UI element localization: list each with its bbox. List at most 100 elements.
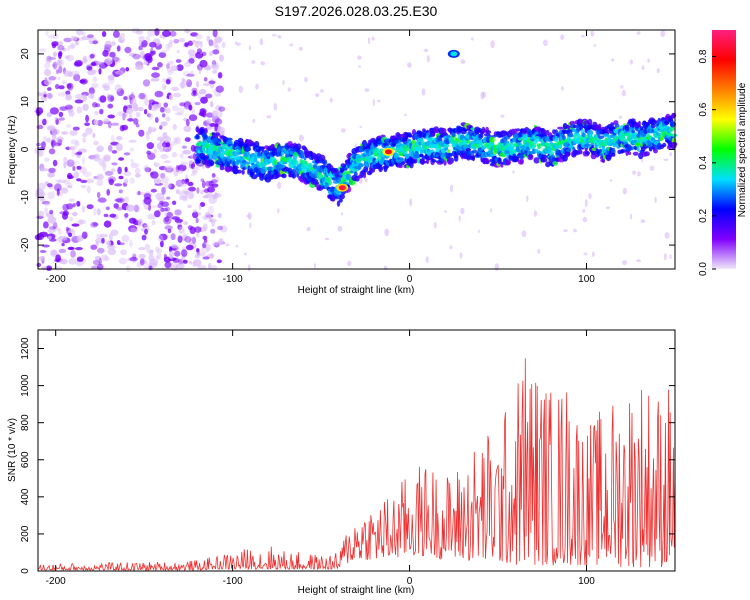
spectrogram-ridge-cell — [577, 149, 583, 155]
spectrogram-noise-cell — [150, 171, 154, 176]
spectrogram-noise-cell — [191, 109, 195, 114]
spectrogram-noise-cell — [108, 178, 115, 186]
spectrogram-ridge-cell — [627, 151, 632, 155]
spectrogram-noise-cell — [182, 233, 188, 241]
spectrogram-noise-cell — [209, 215, 213, 223]
spectrogram-noise-cell — [192, 169, 198, 176]
spectrogram-noise-cell — [73, 73, 81, 82]
spectrogram-ridge-cell — [611, 152, 616, 157]
spectrogram-noise-cell — [187, 40, 194, 47]
spectrogram-noise-cell — [201, 180, 206, 189]
spectrogram-noise-cell — [182, 79, 190, 83]
spectrogram-noise-cell — [75, 247, 83, 251]
spectrogram-y-tick-label: 10 — [20, 96, 31, 108]
spectrogram-noise-cell — [82, 57, 88, 64]
spectrogram-noise-cell — [79, 166, 87, 174]
spectrogram-noise-cell — [163, 102, 169, 108]
spectrogram-noise-cell — [212, 49, 220, 55]
spectrogram-ridge-cell — [423, 144, 430, 150]
spectrogram-noise-cell — [663, 158, 669, 161]
spectrogram-noise-cell — [632, 170, 637, 175]
spectrogram-noise-cell — [65, 226, 69, 232]
spectrogram-noise-cell — [247, 212, 252, 220]
spectrogram-noise-cell — [217, 72, 223, 79]
spectrogram-noise-cell — [57, 138, 63, 146]
spectrogram-noise-cell — [115, 143, 123, 151]
spectrogram-noise-cell — [188, 104, 193, 111]
spectrogram-noise-cell — [107, 248, 117, 256]
spectrogram-noise-cell — [127, 118, 134, 122]
spectrogram-ridge-cell — [203, 134, 209, 140]
spectrogram-noise-cell — [187, 49, 196, 56]
spectrogram-noise-cell — [203, 188, 210, 193]
spectrogram-noise-cell — [65, 94, 72, 101]
spectrogram-ridge-cell — [267, 166, 274, 172]
spectrogram-noise-cell — [582, 208, 586, 213]
spectrogram-noise-cell — [151, 219, 156, 226]
spectrogram-noise-cell — [173, 169, 179, 177]
spectrogram-noise-cell — [130, 91, 135, 96]
spectrogram-noise-cell — [135, 29, 144, 35]
spectrogram-noise-cell — [471, 37, 474, 41]
spectrogram-noise-cell — [68, 258, 77, 265]
spectrogram-noise-cell — [117, 242, 125, 246]
spectrogram-noise-cell — [103, 220, 112, 228]
spectrogram-noise-cell — [44, 68, 51, 77]
spectrogram-noise-cell — [259, 38, 264, 46]
spectrogram-noise-cell — [174, 250, 181, 257]
spectrogram-noise-cell — [209, 101, 214, 108]
spectrogram-noise-cell — [637, 171, 641, 177]
spectrogram-ridge-cell — [294, 160, 299, 166]
spectrogram-noise-cell — [62, 203, 69, 211]
spectrogram-noise-cell — [220, 131, 225, 137]
spectrogram-noise-cell — [73, 171, 80, 179]
spectrogram-noise-cell — [74, 99, 84, 104]
spectrogram-noise-cell — [266, 115, 272, 119]
spectrogram-noise-cell — [96, 61, 104, 65]
spectrogram-noise-cell — [218, 106, 226, 112]
spectrogram-noise-cell — [79, 78, 88, 85]
spectrogram-noise-cell — [460, 207, 465, 215]
spectrogram-noise-cell — [213, 40, 219, 49]
spectrogram-noise-cell — [152, 103, 162, 109]
spectrogram-ridge-cell — [264, 176, 272, 183]
spectrogram-noise-cell — [125, 67, 130, 72]
spectrogram-noise-cell — [298, 134, 304, 142]
spectrogram-noise-cell — [161, 186, 166, 195]
spectrogram-noise-cell — [140, 51, 145, 59]
spectrogram-noise-cell — [132, 53, 141, 60]
spectrogram-noise-cell — [166, 165, 175, 173]
spectrogram-ridge-cell — [443, 143, 450, 148]
spectrogram-noise-cell — [190, 70, 195, 75]
spectrogram-ridge-cell — [597, 135, 605, 139]
spectrogram-noise-cell — [107, 114, 115, 119]
spectrogram-noise-cell — [49, 209, 54, 215]
spectrogram-noise-cell — [187, 181, 194, 187]
spectrogram-ridge-cell — [540, 157, 548, 163]
spectrogram-noise-cell — [169, 39, 174, 45]
spectrogram-noise-cell — [423, 48, 429, 53]
spectrogram-noise-cell — [247, 264, 251, 272]
spectrogram-noise-cell — [71, 223, 80, 227]
spectrogram-noise-cell — [55, 254, 61, 262]
spectrogram-noise-cell — [194, 101, 201, 106]
spectrogram-noise-cell — [107, 176, 117, 183]
spectrogram-ridge-cell — [302, 165, 308, 173]
spectrogram-noise-cell — [200, 189, 204, 195]
spectrogram-ridge-cell — [662, 142, 667, 148]
spectrogram-ridge-cell — [537, 145, 541, 150]
spectrogram-noise-cell — [543, 39, 548, 47]
spectrogram-noise-cell — [82, 103, 89, 112]
spectrogram-noise-cell — [179, 102, 186, 107]
spectrogram-noise-cell — [114, 57, 121, 64]
spectrogram-noise-cell — [192, 166, 198, 174]
spectrogram-noise-cell — [129, 239, 133, 248]
spectrogram-noise-cell — [76, 151, 83, 155]
spectrogram-noise-cell — [218, 238, 224, 245]
spectrogram-noise-cell — [211, 64, 218, 69]
spectrogram-noise-cell — [66, 83, 72, 89]
spectrogram-noise-cell — [139, 92, 147, 100]
snr-x-label: Height of straight line (km) — [298, 585, 415, 596]
spectrogram-ridge-cell — [353, 171, 358, 177]
